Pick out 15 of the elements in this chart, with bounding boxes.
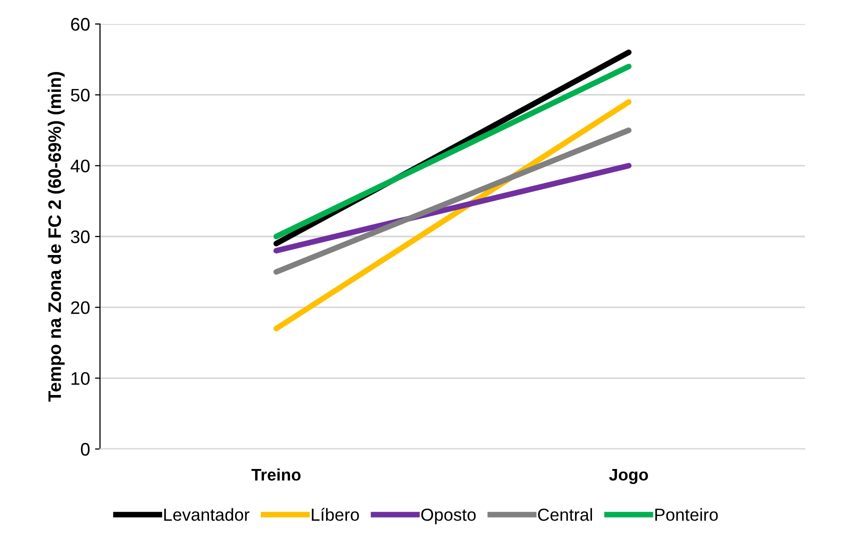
x-tick-label: Treino bbox=[251, 468, 301, 481]
y-axis-title: Tempo na Zona de FC 2 (60-69%) (min) bbox=[48, 72, 65, 402]
y-tick-label: 20 bbox=[71, 301, 90, 314]
y-tick-label: 40 bbox=[70, 160, 90, 172]
y-tick-label: 30 bbox=[70, 230, 90, 244]
legend-label: Oposto bbox=[421, 508, 476, 524]
x-tick-label: Jogo bbox=[609, 468, 648, 484]
y-tick-label: 60 bbox=[71, 18, 90, 31]
legend-label: Levantador bbox=[164, 508, 250, 521]
legend-label: Líbero bbox=[312, 508, 359, 521]
y-tick-label: 50 bbox=[70, 88, 90, 102]
legend-label: Central bbox=[538, 508, 592, 521]
y-tick-label: 0 bbox=[80, 442, 90, 456]
legend-label: Ponteiro bbox=[655, 508, 718, 521]
y-tick-label: 10 bbox=[72, 372, 90, 385]
